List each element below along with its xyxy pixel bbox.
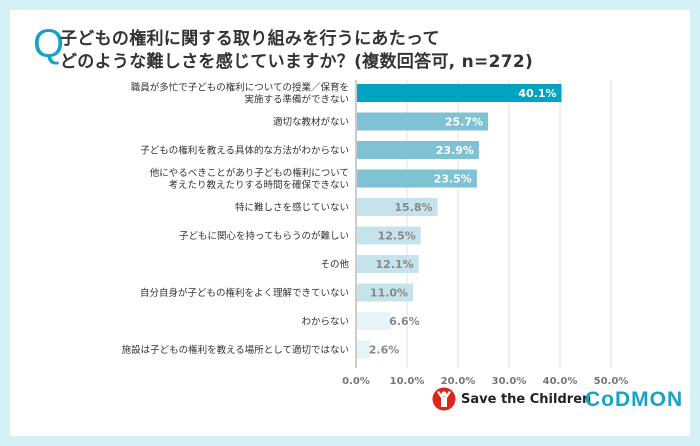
bar xyxy=(357,312,391,330)
data-label: 23.9% xyxy=(436,144,474,157)
bar xyxy=(357,283,414,302)
category-label: 子どもの権利を教える具体的な方法がわからない xyxy=(140,145,349,157)
category-label: 子どもに関心を持ってもらうのが難しい xyxy=(179,230,349,242)
data-label: 6.6% xyxy=(389,315,420,328)
title-line-2: どのような難しさを感じていますか？(複数回答可, n=272) xyxy=(60,52,534,72)
x-tick-label: 0.0% xyxy=(342,376,370,387)
bar xyxy=(357,255,419,273)
bar xyxy=(357,141,479,159)
data-label: 23.5% xyxy=(434,173,472,186)
bar xyxy=(357,169,477,188)
codmon-logo: CoDMON xyxy=(585,388,684,411)
title-line-1: 子どもの権利に関する取り組みを行うにあたって xyxy=(60,29,440,49)
bar xyxy=(357,198,438,216)
x-tick-label: 10.0% xyxy=(390,376,425,387)
data-label: 2.6% xyxy=(369,344,400,357)
chart-title: 子どもの権利に関する取り組みを行うにあたって どのような難しさを感じていますか？… xyxy=(60,28,533,74)
category-label: 職員が多忙で子どもの権利についての授業／保育を xyxy=(131,82,349,94)
save-the-children-logo: Save the Children xyxy=(432,387,591,411)
data-label: 25.7% xyxy=(445,116,483,129)
bar xyxy=(357,226,421,245)
data-label: 11.0% xyxy=(370,287,408,300)
category-label: 実施する準備ができない xyxy=(244,94,349,106)
category-label: 適切な教材がない xyxy=(273,116,349,128)
data-label: 12.1% xyxy=(376,258,414,271)
bar xyxy=(357,340,371,359)
save-the-children-icon xyxy=(432,387,456,411)
data-label: 12.5% xyxy=(378,230,416,243)
x-tick-label: 20.0% xyxy=(441,376,476,387)
x-tick-label: 30.0% xyxy=(492,376,527,387)
data-label: 40.1% xyxy=(518,87,556,100)
bar xyxy=(357,112,489,131)
category-label: 考えたり教えたりする時間を確保できない xyxy=(168,179,349,191)
category-label: 施設は子どもの権利を教える場所として適切ではない xyxy=(122,344,349,356)
data-label: 15.8% xyxy=(394,201,432,214)
category-label: 他にやるべきことがあり子どもの権利について xyxy=(150,167,349,179)
category-label: その他 xyxy=(320,259,349,271)
chart-card xyxy=(10,10,690,436)
save-the-children-text: Save the Children xyxy=(461,391,592,407)
category-label: 特に難しさを感じていない xyxy=(235,202,349,214)
question-mark: Q xyxy=(33,22,65,66)
x-tick-label: 40.0% xyxy=(543,376,578,387)
bar xyxy=(357,84,562,102)
x-tick-label: 50.0% xyxy=(594,376,629,387)
category-label: わからない xyxy=(301,317,349,328)
category-label: 自分自身が子どもの権利をよく理解できていない xyxy=(140,287,349,299)
